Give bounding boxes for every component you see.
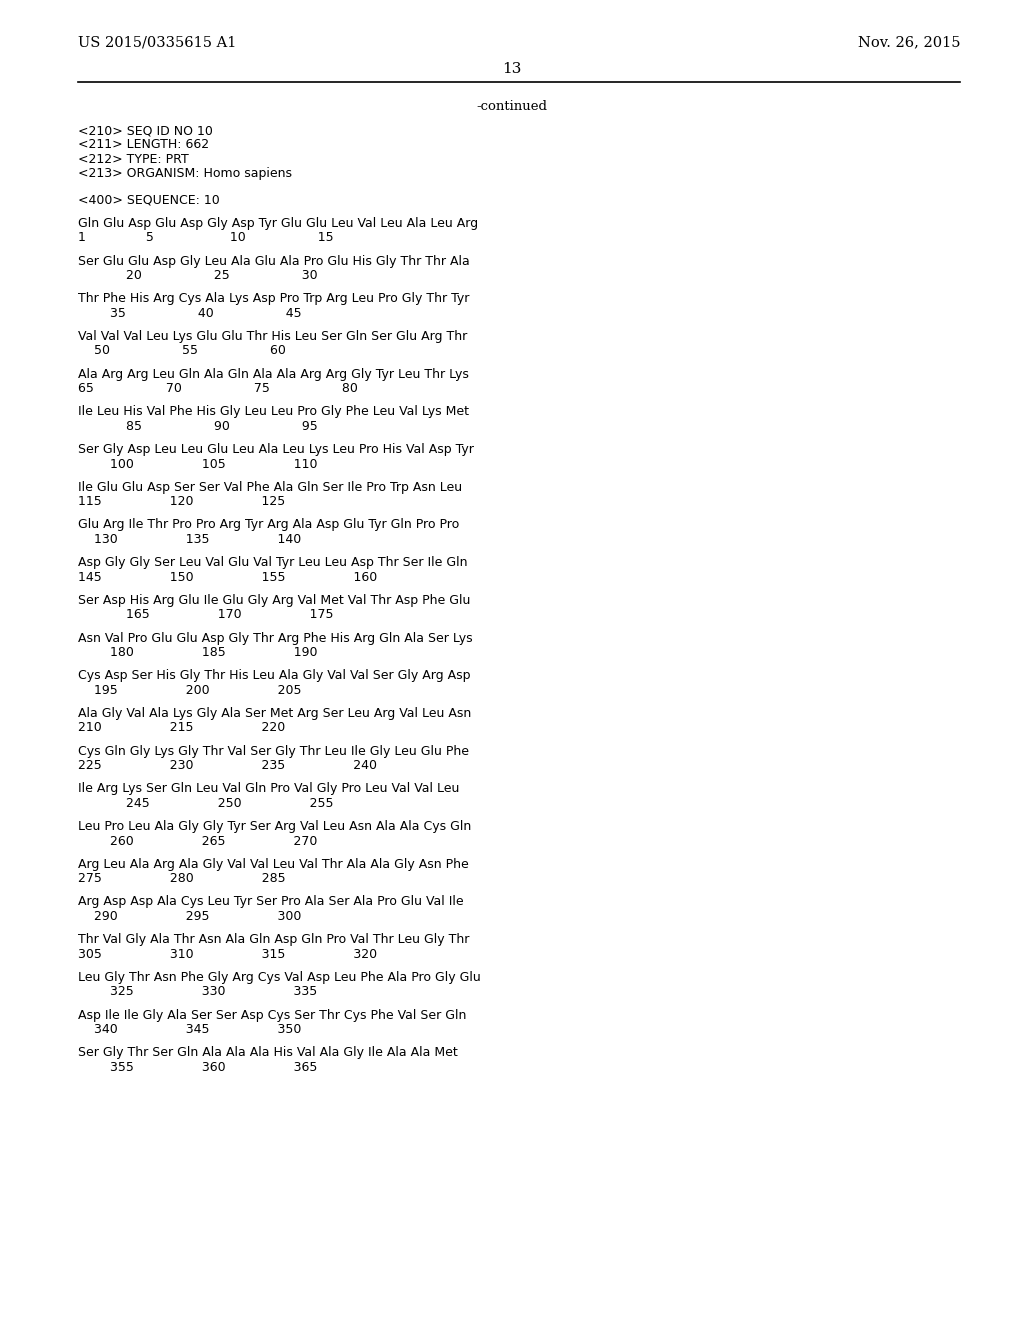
Text: Ala Gly Val Ala Lys Gly Ala Ser Met Arg Ser Leu Arg Val Leu Asn: Ala Gly Val Ala Lys Gly Ala Ser Met Arg … bbox=[78, 708, 471, 719]
Text: <210> SEQ ID NO 10: <210> SEQ ID NO 10 bbox=[78, 124, 213, 137]
Text: 275                 280                 285: 275 280 285 bbox=[78, 873, 286, 886]
Text: <400> SEQUENCE: 10: <400> SEQUENCE: 10 bbox=[78, 194, 220, 207]
Text: 100                 105                 110: 100 105 110 bbox=[78, 458, 317, 470]
Text: Cys Gln Gly Lys Gly Thr Val Ser Gly Thr Leu Ile Gly Leu Glu Phe: Cys Gln Gly Lys Gly Thr Val Ser Gly Thr … bbox=[78, 744, 469, 758]
Text: 245                 250                 255: 245 250 255 bbox=[78, 797, 334, 809]
Text: 165                 170                 175: 165 170 175 bbox=[78, 609, 334, 622]
Text: 180                 185                 190: 180 185 190 bbox=[78, 645, 317, 659]
Text: Thr Val Gly Ala Thr Asn Ala Gln Asp Gln Pro Val Thr Leu Gly Thr: Thr Val Gly Ala Thr Asn Ala Gln Asp Gln … bbox=[78, 933, 469, 946]
Text: Leu Pro Leu Ala Gly Gly Tyr Ser Arg Val Leu Asn Ala Ala Cys Gln: Leu Pro Leu Ala Gly Gly Tyr Ser Arg Val … bbox=[78, 820, 471, 833]
Text: Gln Glu Asp Glu Asp Gly Asp Tyr Glu Glu Leu Val Leu Ala Leu Arg: Gln Glu Asp Glu Asp Gly Asp Tyr Glu Glu … bbox=[78, 216, 478, 230]
Text: 260                 265                 270: 260 265 270 bbox=[78, 834, 317, 847]
Text: Nov. 26, 2015: Nov. 26, 2015 bbox=[857, 36, 961, 49]
Text: 13: 13 bbox=[503, 62, 521, 77]
Text: 290                 295                 300: 290 295 300 bbox=[78, 909, 301, 923]
Text: Ser Gly Asp Leu Leu Glu Leu Ala Leu Lys Leu Pro His Val Asp Tyr: Ser Gly Asp Leu Leu Glu Leu Ala Leu Lys … bbox=[78, 444, 474, 455]
Text: <211> LENGTH: 662: <211> LENGTH: 662 bbox=[78, 139, 209, 152]
Text: 35                  40                  45: 35 40 45 bbox=[78, 306, 302, 319]
Text: 340                 345                 350: 340 345 350 bbox=[78, 1023, 301, 1036]
Text: 130                 135                 140: 130 135 140 bbox=[78, 533, 301, 546]
Text: <212> TYPE: PRT: <212> TYPE: PRT bbox=[78, 153, 188, 166]
Text: US 2015/0335615 A1: US 2015/0335615 A1 bbox=[78, 36, 237, 49]
Text: Ser Gly Thr Ser Gln Ala Ala Ala His Val Ala Gly Ile Ala Ala Met: Ser Gly Thr Ser Gln Ala Ala Ala His Val … bbox=[78, 1047, 458, 1059]
Text: Arg Asp Asp Ala Cys Leu Tyr Ser Pro Ala Ser Ala Pro Glu Val Ile: Arg Asp Asp Ala Cys Leu Tyr Ser Pro Ala … bbox=[78, 895, 464, 908]
Text: 50                  55                  60: 50 55 60 bbox=[78, 345, 286, 358]
Text: 325                 330                 335: 325 330 335 bbox=[78, 985, 317, 998]
Text: Leu Gly Thr Asn Phe Gly Arg Cys Val Asp Leu Phe Ala Pro Gly Glu: Leu Gly Thr Asn Phe Gly Arg Cys Val Asp … bbox=[78, 970, 480, 983]
Text: 145                 150                 155                 160: 145 150 155 160 bbox=[78, 570, 377, 583]
Text: Asp Gly Gly Ser Leu Val Glu Val Tyr Leu Leu Asp Thr Ser Ile Gln: Asp Gly Gly Ser Leu Val Glu Val Tyr Leu … bbox=[78, 556, 468, 569]
Text: 1               5                   10                  15: 1 5 10 15 bbox=[78, 231, 334, 244]
Text: Cys Asp Ser His Gly Thr His Leu Ala Gly Val Val Ser Gly Arg Asp: Cys Asp Ser His Gly Thr His Leu Ala Gly … bbox=[78, 669, 470, 682]
Text: Ile Leu His Val Phe His Gly Leu Leu Pro Gly Phe Leu Val Lys Met: Ile Leu His Val Phe His Gly Leu Leu Pro … bbox=[78, 405, 469, 418]
Text: Ser Asp His Arg Glu Ile Glu Gly Arg Val Met Val Thr Asp Phe Glu: Ser Asp His Arg Glu Ile Glu Gly Arg Val … bbox=[78, 594, 470, 607]
Text: <213> ORGANISM: Homo sapiens: <213> ORGANISM: Homo sapiens bbox=[78, 168, 292, 181]
Text: 115                 120                 125: 115 120 125 bbox=[78, 495, 286, 508]
Text: Glu Arg Ile Thr Pro Pro Arg Tyr Arg Ala Asp Glu Tyr Gln Pro Pro: Glu Arg Ile Thr Pro Pro Arg Tyr Arg Ala … bbox=[78, 519, 459, 532]
Text: -continued: -continued bbox=[476, 100, 548, 114]
Text: Val Val Val Leu Lys Glu Glu Thr His Leu Ser Gln Ser Glu Arg Thr: Val Val Val Leu Lys Glu Glu Thr His Leu … bbox=[78, 330, 467, 343]
Text: Asp Ile Ile Gly Ala Ser Ser Asp Cys Ser Thr Cys Phe Val Ser Gln: Asp Ile Ile Gly Ala Ser Ser Asp Cys Ser … bbox=[78, 1008, 466, 1022]
Text: Thr Phe His Arg Cys Ala Lys Asp Pro Trp Arg Leu Pro Gly Thr Tyr: Thr Phe His Arg Cys Ala Lys Asp Pro Trp … bbox=[78, 292, 469, 305]
Text: 210                 215                 220: 210 215 220 bbox=[78, 722, 286, 734]
Text: 355                 360                 365: 355 360 365 bbox=[78, 1061, 317, 1073]
Text: Asn Val Pro Glu Glu Asp Gly Thr Arg Phe His Arg Gln Ala Ser Lys: Asn Val Pro Glu Glu Asp Gly Thr Arg Phe … bbox=[78, 631, 473, 644]
Text: 195                 200                 205: 195 200 205 bbox=[78, 684, 301, 697]
Text: Ile Arg Lys Ser Gln Leu Val Gln Pro Val Gly Pro Leu Val Val Leu: Ile Arg Lys Ser Gln Leu Val Gln Pro Val … bbox=[78, 783, 460, 796]
Text: 305                 310                 315                 320: 305 310 315 320 bbox=[78, 948, 377, 961]
Text: 225                 230                 235                 240: 225 230 235 240 bbox=[78, 759, 377, 772]
Text: Ser Glu Glu Asp Gly Leu Ala Glu Ala Pro Glu His Gly Thr Thr Ala: Ser Glu Glu Asp Gly Leu Ala Glu Ala Pro … bbox=[78, 255, 470, 268]
Text: Ile Glu Glu Asp Ser Ser Val Phe Ala Gln Ser Ile Pro Trp Asn Leu: Ile Glu Glu Asp Ser Ser Val Phe Ala Gln … bbox=[78, 480, 462, 494]
Text: 20                  25                  30: 20 25 30 bbox=[78, 269, 317, 282]
Text: 85                  90                  95: 85 90 95 bbox=[78, 420, 317, 433]
Text: Ala Arg Arg Leu Gln Ala Gln Ala Ala Arg Arg Gly Tyr Leu Thr Lys: Ala Arg Arg Leu Gln Ala Gln Ala Ala Arg … bbox=[78, 367, 469, 380]
Text: Arg Leu Ala Arg Ala Gly Val Val Leu Val Thr Ala Ala Gly Asn Phe: Arg Leu Ala Arg Ala Gly Val Val Leu Val … bbox=[78, 858, 469, 871]
Text: 65                  70                  75                  80: 65 70 75 80 bbox=[78, 381, 357, 395]
